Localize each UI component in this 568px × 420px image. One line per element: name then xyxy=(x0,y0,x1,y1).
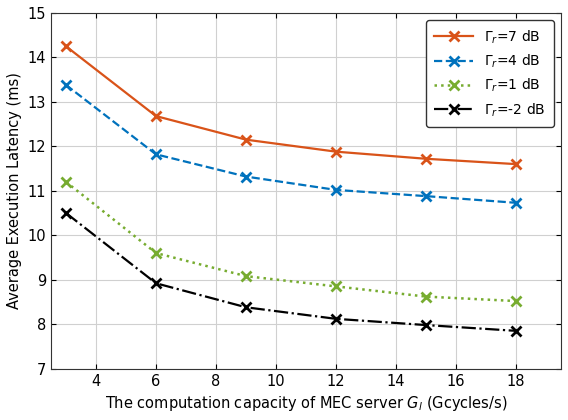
$\Gamma_r$=7 dB xyxy=(333,149,340,154)
$\Gamma_r$=4 dB xyxy=(423,194,429,199)
Line: $\Gamma_r$=7 dB: $\Gamma_r$=7 dB xyxy=(61,42,521,169)
$\Gamma_r$=1 dB xyxy=(333,284,340,289)
$\Gamma_r$=-2 dB xyxy=(423,323,429,328)
$\Gamma_r$=7 dB xyxy=(153,113,160,118)
$\Gamma_r$=1 dB xyxy=(243,274,249,279)
$\Gamma_r$=4 dB xyxy=(62,82,69,87)
$\Gamma_r$=1 dB xyxy=(513,299,520,304)
$\Gamma_r$=7 dB xyxy=(62,44,69,49)
$\Gamma_r$=7 dB xyxy=(513,162,520,167)
$\Gamma_r$=1 dB xyxy=(62,179,69,184)
Y-axis label: Average Execution Latency (ms): Average Execution Latency (ms) xyxy=(7,72,22,309)
$\Gamma_r$=1 dB xyxy=(423,294,429,299)
Legend: $\Gamma_r$=7 dB, $\Gamma_r$=4 dB, $\Gamma_r$=1 dB, $\Gamma_r$=-2 dB: $\Gamma_r$=7 dB, $\Gamma_r$=4 dB, $\Gamm… xyxy=(426,20,554,127)
Line: $\Gamma_r$=4 dB: $\Gamma_r$=4 dB xyxy=(61,80,521,207)
$\Gamma_r$=7 dB xyxy=(243,137,249,142)
$\Gamma_r$=4 dB xyxy=(513,200,520,205)
$\Gamma_r$=4 dB xyxy=(153,152,160,157)
Line: $\Gamma_r$=-2 dB: $\Gamma_r$=-2 dB xyxy=(61,208,521,336)
$\Gamma_r$=-2 dB xyxy=(243,305,249,310)
$\Gamma_r$=-2 dB xyxy=(153,281,160,286)
X-axis label: The computation capacity of MEC server $G_l$ (Gcycles/s): The computation capacity of MEC server $… xyxy=(105,394,507,413)
$\Gamma_r$=7 dB xyxy=(423,156,429,161)
$\Gamma_r$=-2 dB xyxy=(513,328,520,333)
$\Gamma_r$=-2 dB xyxy=(62,210,69,215)
Line: $\Gamma_r$=1 dB: $\Gamma_r$=1 dB xyxy=(61,177,521,306)
$\Gamma_r$=-2 dB xyxy=(333,316,340,321)
$\Gamma_r$=4 dB xyxy=(333,187,340,192)
$\Gamma_r$=4 dB xyxy=(243,174,249,179)
$\Gamma_r$=1 dB xyxy=(153,250,160,255)
